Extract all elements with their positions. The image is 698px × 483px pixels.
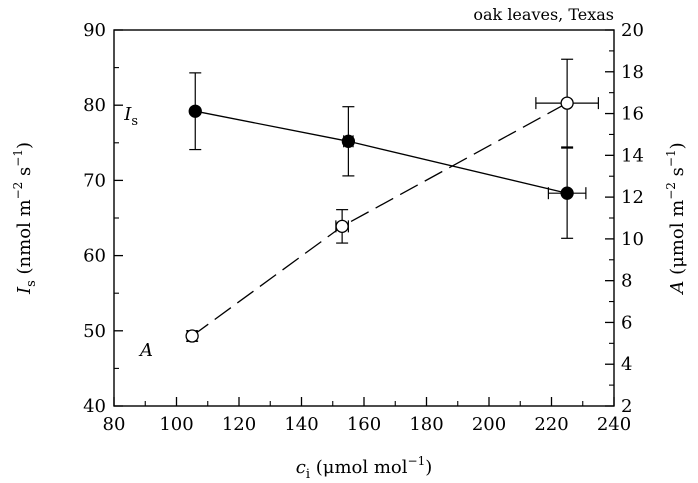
y-left-tick-label: 60 [83,246,106,267]
y-right-tick-label: 4 [621,354,632,375]
y-left-tick-label: 90 [83,20,106,41]
y-right-tick-label: 12 [621,187,644,208]
x-tick-label: 200 [472,414,506,435]
series-line-a [191,102,568,337]
x-tick-label: 100 [159,414,193,435]
y-left-tick-label: 70 [83,170,106,191]
x-tick-label: 80 [103,414,126,435]
tick-labels: 80 100 120 140 160 180 200 220 240 40 50 60 70 80 90 2 4… [83,20,644,435]
y-right-tick-label: 8 [621,271,632,292]
x-axis-title: ci (μmol mol−1) [296,454,433,482]
x-tick-label: 180 [409,414,443,435]
y-right-tick-label: 2 [621,396,632,417]
x-tick-label: 240 [597,414,631,435]
data-point-a [560,96,574,110]
axis-ticks [113,29,615,407]
plot-frame [113,29,615,407]
y-right-tick-label: 10 [621,229,644,250]
series-line-is [195,110,568,194]
y-axis-title-left: Is (nmol m−2 s−1) [11,142,39,295]
y-right-tick-label: 6 [621,312,632,333]
x-tick-label: 160 [347,414,381,435]
y-right-tick-label: 16 [621,104,644,125]
chart-title: oak leaves, Texas [473,5,614,24]
data-point-is [341,134,356,148]
error-bars [186,58,599,343]
data-point-a [185,329,199,343]
series-lines [191,102,568,337]
data-point-is [188,104,202,118]
y-left-tick-label: 40 [83,396,106,417]
series-label-is: Is [123,104,138,129]
x-tick-label: 220 [534,414,568,435]
y-left-tick-label: 50 [83,321,106,342]
y-right-tick-label: 14 [621,145,644,166]
x-tick-label: 140 [284,414,318,435]
x-tick-label: 120 [222,414,256,435]
data-point-is [560,186,574,200]
y-right-tick-label: 20 [621,20,644,41]
data-point-a [335,219,349,234]
y-axis-title-right: A (μmol m−2 s−1) [664,142,688,295]
series-label-a: A [138,340,153,361]
data-points [185,96,574,343]
y-left-tick-label: 80 [83,95,106,116]
y-right-tick-label: 18 [621,62,644,83]
